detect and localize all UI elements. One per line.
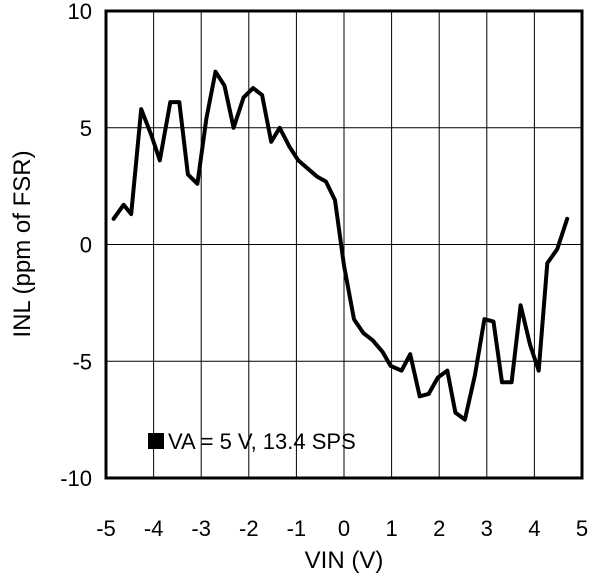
- x-tick-label: 1: [385, 516, 397, 541]
- y-tick-labels: 10 5 0 -5 -10: [60, 0, 92, 491]
- x-tick-label: -1: [287, 516, 307, 541]
- x-tick-label: -5: [96, 516, 116, 541]
- y-tick-label: -5: [72, 349, 92, 374]
- legend-label: VA = 5 V, 13.4 SPS: [168, 429, 356, 454]
- x-tick-label: 0: [338, 516, 350, 541]
- y-tick-label: 0: [80, 233, 92, 258]
- y-tick-label: -10: [60, 466, 92, 491]
- legend: VA = 5 V, 13.4 SPS: [148, 429, 356, 454]
- x-tick-label: 2: [433, 516, 445, 541]
- x-tick-labels: -5 -4 -3 -2 -1 0 1 2 3 4 5: [96, 516, 588, 541]
- y-tick-label: 5: [80, 116, 92, 141]
- x-tick-label: 5: [576, 516, 588, 541]
- x-tick-label: 3: [481, 516, 493, 541]
- inl-series-line: [111, 69, 570, 422]
- y-axis-label: INL (ppm of FSR): [9, 150, 36, 337]
- x-axis-label: VIN (V): [305, 547, 384, 573]
- x-tick-label: 4: [528, 516, 540, 541]
- x-tick-label: -3: [191, 516, 211, 541]
- legend-square-marker: [148, 433, 164, 449]
- y-tick-label: 10: [68, 0, 92, 24]
- x-tick-label: -2: [239, 516, 259, 541]
- x-tick-label: -4: [144, 516, 164, 541]
- plot-frame: [104, 9, 584, 480]
